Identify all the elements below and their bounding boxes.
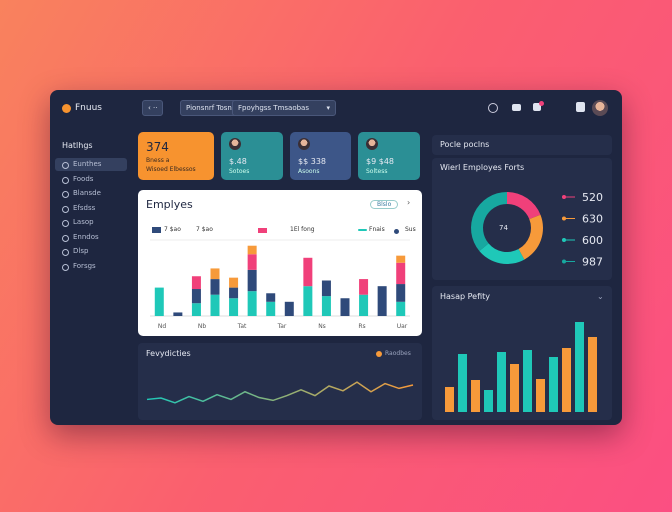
legend-label: 1El fong [290, 226, 315, 233]
icon-user[interactable] [576, 102, 585, 112]
donut-header-panel [432, 135, 612, 155]
badge [539, 101, 544, 106]
legend-label: 7 $ao [196, 226, 213, 233]
card-value: $9 $48 [366, 157, 394, 166]
avatar[interactable] [592, 100, 608, 116]
arrow[interactable]: › [407, 198, 411, 207]
icon-search[interactable] [488, 103, 498, 113]
caret[interactable]: ⌄ [597, 292, 604, 301]
stat-card [138, 132, 214, 180]
employees-card [138, 190, 422, 336]
card-label: Bness a [146, 157, 170, 164]
donut-center: 74 [499, 224, 508, 232]
activity-panel [432, 286, 612, 420]
card-avatar [229, 138, 241, 150]
card-value: $$ 338 [298, 157, 326, 166]
sidebar-item[interactable]: Forsgs [55, 260, 127, 273]
logo: Fnuus [75, 103, 102, 113]
badge[interactable]: Blslo [370, 200, 399, 209]
legend-label: Fnais [369, 226, 385, 233]
caret: ▾ [326, 104, 330, 112]
card-value: 374 [146, 140, 169, 154]
card-label: Soltess [366, 168, 388, 175]
sidebar-title: Hatlhgs [62, 141, 93, 150]
donut-title: Wierl Employes Forts [440, 163, 525, 172]
card-label: Sotoes [229, 168, 250, 175]
legend-swatch [358, 229, 367, 231]
legend-swatch [152, 227, 161, 233]
sidebar-item[interactable]: Eunthes [55, 158, 127, 171]
sidebar-item[interactable]: Enndos [55, 231, 127, 244]
icon-mail[interactable] [512, 104, 521, 111]
legend-label: 7 $ao [164, 226, 181, 233]
activity-title: Hasap Pefity [440, 292, 490, 301]
nav-button[interactable]: Pionsnrf Tosn [180, 100, 238, 116]
dropdown[interactable]: Fpoyhgss Tmsaobas ▾ [232, 100, 336, 116]
logo-icon [62, 104, 71, 113]
legend-label: Sus [405, 226, 416, 233]
nav-arrows[interactable]: ‹ ·· [142, 100, 164, 116]
legend-dot [376, 351, 382, 357]
trend-title: Fevydicties [146, 349, 191, 358]
card-sub: Wisoed Elbessos [146, 166, 196, 173]
sidebar-item[interactable]: Efsdss [55, 202, 127, 215]
icon-bell[interactable] [533, 103, 541, 111]
card-value: $.48 [229, 157, 247, 166]
sidebar-item[interactable]: Foods [55, 173, 127, 186]
sidebar-item[interactable]: Blansde [55, 187, 127, 200]
card-label: Asoons [298, 168, 320, 175]
card-avatar [366, 138, 378, 150]
legend-label: Raodbes [385, 350, 411, 357]
donut-header: Pocle poclns [440, 140, 490, 149]
dropdown-label: Fpoyhgss Tmsaobas [238, 104, 309, 112]
sidebar-item[interactable]: Lasop [55, 216, 127, 229]
card-avatar [298, 138, 310, 150]
donut-panel [432, 158, 612, 280]
chart-title: Emplyes [146, 198, 193, 211]
legend-swatch [258, 228, 267, 233]
sidebar-item[interactable]: Dlsp [55, 245, 127, 258]
legend-swatch [394, 229, 399, 234]
